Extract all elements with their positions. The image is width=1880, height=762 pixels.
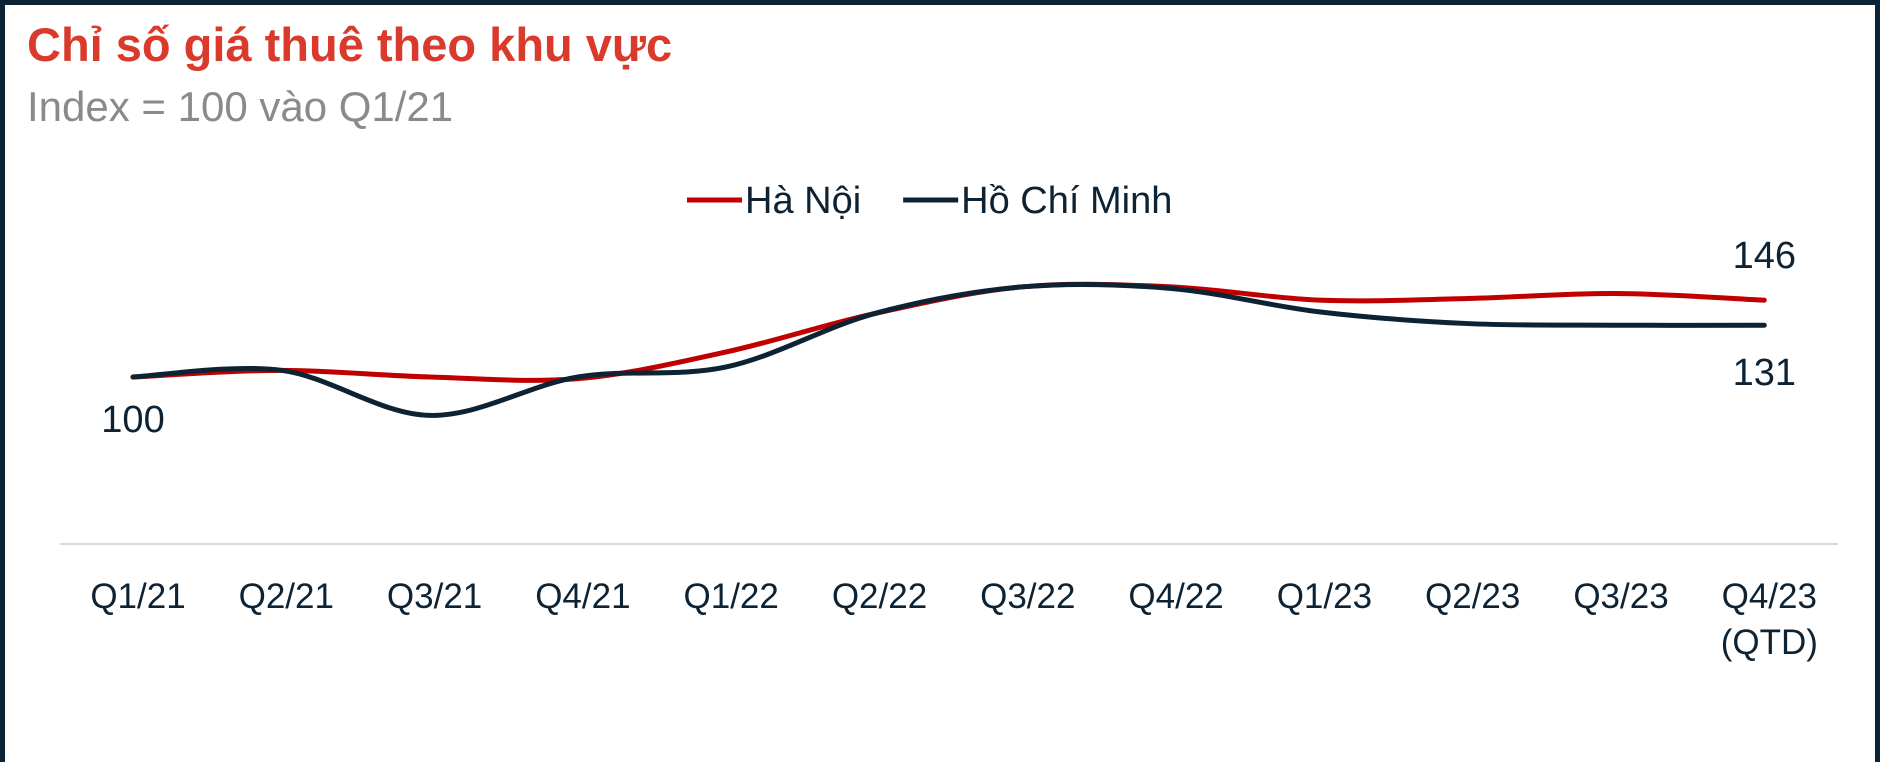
x-tick-label: Q1/21 (90, 577, 186, 616)
data-label: 100 (101, 399, 164, 441)
data-label: 146 (1733, 235, 1796, 277)
data-label: 131 (1733, 352, 1796, 394)
legend-label: Hà Nội (745, 180, 861, 222)
x-tick-label: Q4/22 (1128, 577, 1224, 616)
chart-subtitle: Index = 100 vào Q1/21 (27, 83, 454, 130)
x-tick-label: Q1/23 (1276, 577, 1373, 616)
x-tick-label: Q4/23 (QTD) (1720, 577, 1818, 662)
plot: 100 146 131 Hà Nội Hồ Chí Minh (60, 180, 1838, 545)
x-tick-label: Q2/22 (831, 577, 928, 616)
x-tick-label: Q4/21 (535, 577, 631, 616)
legend-label: Hồ Chí Minh (961, 180, 1172, 222)
chart-title: Chỉ số giá thuê theo khu vực (27, 18, 673, 71)
x-tick-label: Q3/21 (386, 577, 483, 616)
x-tick-label: Q2/23 (1425, 577, 1521, 616)
x-tick-label: Q3/22 (980, 577, 1076, 616)
series-line (130, 281, 1767, 418)
x-tick-label: Q3/23 (1573, 577, 1669, 616)
x-tick-label: Q2/21 (238, 577, 334, 616)
x-tick-label: Q1/22 (683, 577, 779, 616)
